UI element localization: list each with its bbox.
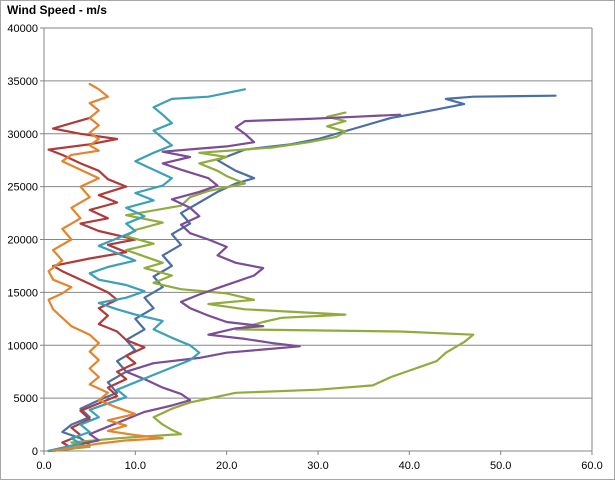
x-tick-label: 10.0 — [125, 460, 146, 472]
x-tick-label: 20.0 — [216, 460, 237, 472]
series-line-6 — [47, 82, 164, 453]
series-line-2 — [47, 116, 146, 453]
y-tick-label: 40000 — [7, 23, 38, 35]
series-line-1 — [47, 94, 557, 453]
x-tick-label: 0.0 — [36, 460, 51, 472]
x-tick-label: 50.0 — [490, 460, 511, 472]
y-tick-label: 25000 — [7, 182, 38, 194]
y-tick-label: 10000 — [7, 340, 38, 352]
series-line-5 — [47, 88, 246, 453]
y-tick-label: 0 — [32, 446, 38, 458]
y-tick-label: 15000 — [7, 287, 38, 299]
series-line-4 — [47, 113, 402, 453]
x-tick-label: 40.0 — [399, 460, 420, 472]
x-tick-label: 60.0 — [581, 460, 602, 472]
y-tick-label: 35000 — [7, 76, 38, 88]
chart-title: Wind Speed - m/s — [7, 3, 107, 17]
y-tick-label: 20000 — [7, 235, 38, 247]
y-tick-label: 5000 — [14, 393, 38, 405]
series-line-3 — [47, 111, 475, 453]
x-tick-label: 30.0 — [307, 460, 328, 472]
y-tick-label: 30000 — [7, 129, 38, 141]
